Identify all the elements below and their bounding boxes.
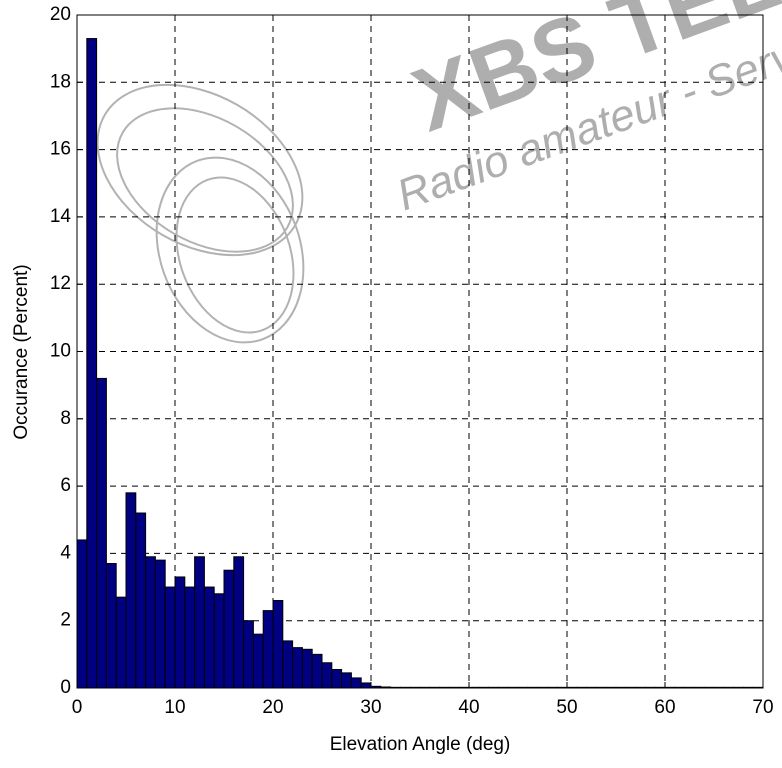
bar: [86, 38, 98, 689]
bar: [262, 610, 274, 689]
bar: [194, 556, 205, 689]
bar: [341, 672, 352, 689]
y-tick-label: 18: [50, 71, 71, 92]
bar: [252, 633, 264, 689]
bar: [233, 556, 245, 689]
bar: [292, 647, 303, 689]
x-tick-label: 40: [458, 697, 479, 718]
y-tick-label: 2: [60, 610, 71, 631]
bar: [76, 539, 88, 689]
bar: [174, 576, 186, 689]
bar: [154, 559, 166, 689]
y-tick-label: 16: [50, 139, 71, 160]
bar: [311, 653, 323, 689]
x-tick-label: 50: [556, 697, 577, 718]
bar: [243, 620, 254, 689]
x-tick-label: 60: [654, 697, 675, 718]
bar: [282, 640, 294, 689]
y-tick-label: 12: [50, 273, 71, 294]
bar: [272, 600, 284, 689]
bar: [203, 586, 215, 689]
bar: [321, 662, 333, 689]
y-tick-label: 0: [60, 677, 71, 698]
x-tick-label: 30: [360, 697, 381, 718]
bar: [164, 586, 176, 689]
watermark-logo: [96, 83, 305, 344]
y-tick-label: 14: [50, 206, 72, 227]
plot-frame: [76, 14, 764, 689]
bar: [360, 682, 372, 689]
bar: [223, 569, 235, 689]
bar: [96, 377, 107, 689]
x-tick-label: 10: [164, 697, 185, 718]
bar: [301, 648, 313, 689]
y-tick-label: 10: [50, 341, 71, 362]
y-tick-label: 4: [60, 542, 71, 563]
y-tick-label: 8: [60, 408, 71, 429]
bar: [350, 677, 362, 689]
bar: [145, 556, 156, 689]
bar: [213, 593, 225, 689]
bar: [135, 512, 147, 689]
y-tick-label: 6: [60, 475, 71, 496]
bar: [125, 492, 137, 689]
y-tick-label: 20: [50, 4, 71, 25]
x-tick-label: 20: [262, 697, 283, 718]
bar: [184, 586, 196, 689]
bar: [331, 668, 343, 689]
bar: [105, 562, 117, 689]
x-tick-label: 70: [752, 697, 773, 718]
x-axis-label: Elevation Angle (deg): [330, 734, 511, 755]
y-axis-label: Occurance (Percent): [11, 264, 32, 439]
x-tick-label: 0: [72, 697, 83, 718]
bar: [115, 596, 127, 689]
